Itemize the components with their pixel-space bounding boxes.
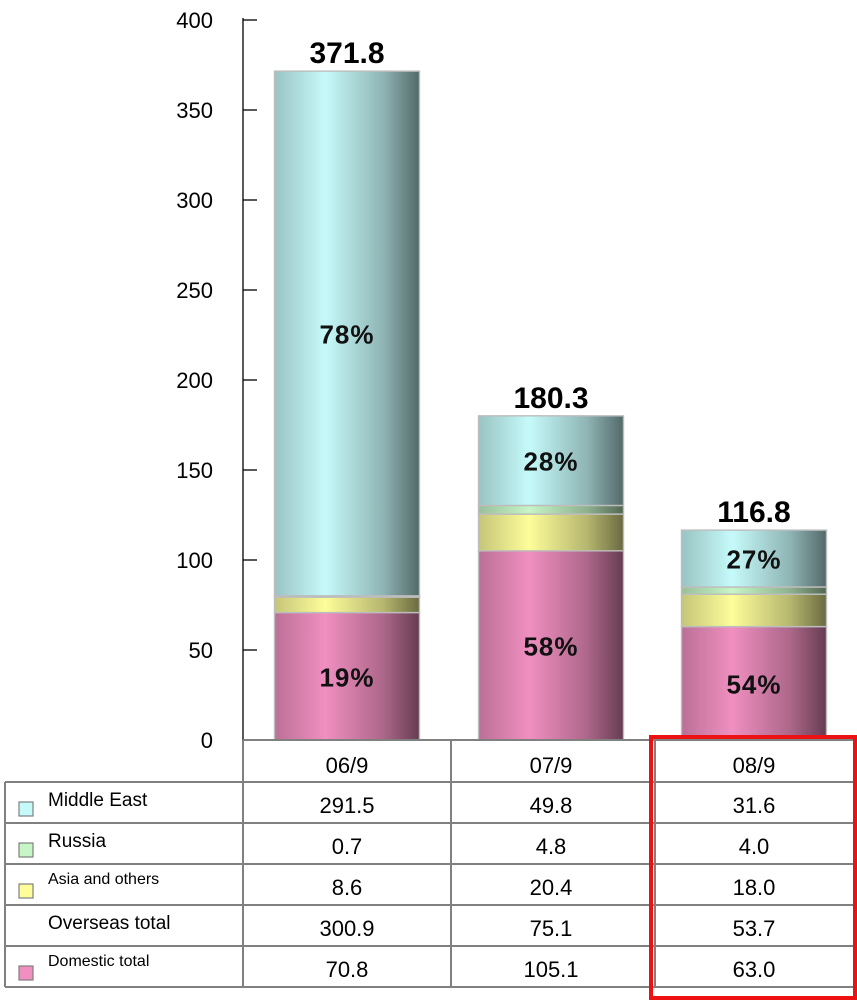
row-label-domestic-total: Domestic total (48, 953, 149, 970)
y-tick-label: 200 (176, 368, 213, 393)
total-label-06-9: 371.8 (309, 37, 384, 70)
data-table: 06/9 07/9 08/9 Middle East 291.5 49.8 31.6 Russ… (4, 735, 857, 1000)
bar-segment-asia-and-others-08-9 (680, 593, 828, 628)
row-label-asia-and-others: Asia and others (48, 871, 159, 888)
bar-segment-asia-and-others-07-9 (477, 513, 625, 552)
row-label-middle-east: Middle East (48, 790, 148, 811)
bar-segment-domestic-total-08-9 (680, 625, 828, 741)
total-label-07-9: 180.3 (513, 382, 588, 415)
cell-domestic-total-06-9: 70.8 (326, 957, 369, 982)
pct-label-middle-east-08-9: 27% (726, 545, 781, 575)
pct-label-domestic-total-08-9: 54% (726, 669, 781, 699)
category-label-07-9: 07/9 (530, 753, 573, 778)
y-axis: 0 50 100 150 200 250 300 350 400 (176, 8, 257, 753)
legend-swatch-russia (18, 842, 34, 858)
bar-segment-middle-east-07-9 (477, 415, 625, 507)
cell-domestic-total-07-9: 105.1 (523, 957, 578, 982)
bar-segment-russia-08-9 (680, 586, 828, 595)
cell-overseas-total-06-9: 300.9 (319, 916, 374, 941)
bar-segment-middle-east-08-9 (680, 529, 828, 588)
bar-segment-middle-east-06-9 (273, 70, 421, 597)
y-tick-label: 300 (176, 188, 213, 213)
row-label-overseas-total: Overseas total (48, 913, 171, 934)
cell-asia-and-others-06-9: 8.6 (332, 875, 363, 900)
y-tick-label: 0 (201, 728, 213, 753)
cell-middle-east-06-9: 291.5 (319, 793, 374, 818)
bar-segment-asia-and-others-06-9 (273, 596, 421, 614)
pct-label-domestic-total-07-9: 58% (523, 631, 578, 661)
total-label-08-9: 116.8 (717, 496, 790, 529)
cell-russia-06-9: 0.7 (332, 834, 363, 859)
highlight-box-08-9 (649, 735, 857, 1000)
bar-labels: 19% 78% 371.8 58% 28% 180.3 54% 27% 116.8 (309, 37, 790, 699)
pct-label-middle-east-06-9: 78% (319, 319, 374, 349)
cell-asia-and-others-07-9: 20.4 (530, 875, 573, 900)
legend-swatch-middle-east (18, 801, 34, 817)
cell-overseas-total-08-9: 53.7 (733, 916, 776, 941)
legend-swatch-domestic-total (18, 965, 34, 981)
cell-domestic-total-08-9: 63.0 (733, 957, 776, 982)
y-tick-label: 50 (189, 638, 213, 663)
bars (273, 70, 828, 741)
y-tick-label: 150 (176, 458, 213, 483)
cell-middle-east-07-9: 49.8 (530, 793, 573, 818)
row-label-russia: Russia (48, 831, 107, 852)
category-label-08-9: 08/9 (733, 753, 776, 778)
bar-segment-russia-07-9 (477, 504, 625, 515)
cell-russia-07-9: 4.8 (536, 834, 567, 859)
bar-segment-domestic-total-07-9 (477, 550, 625, 741)
y-tick-label: 350 (176, 98, 213, 123)
legend-swatch-asia-and-others (18, 883, 34, 899)
cell-asia-and-others-08-9: 18.0 (733, 875, 776, 900)
cell-middle-east-08-9: 31.6 (733, 793, 776, 818)
cell-overseas-total-07-9: 75.1 (530, 916, 573, 941)
y-tick-label: 250 (176, 278, 213, 303)
y-tick-label: 400 (176, 8, 213, 33)
pct-label-domestic-total-06-9: 19% (319, 662, 374, 692)
pct-label-middle-east-07-9: 28% (523, 447, 578, 477)
category-label-06-9: 06/9 (326, 753, 369, 778)
cell-russia-08-9: 4.0 (739, 834, 770, 859)
y-tick-label: 100 (176, 548, 213, 573)
